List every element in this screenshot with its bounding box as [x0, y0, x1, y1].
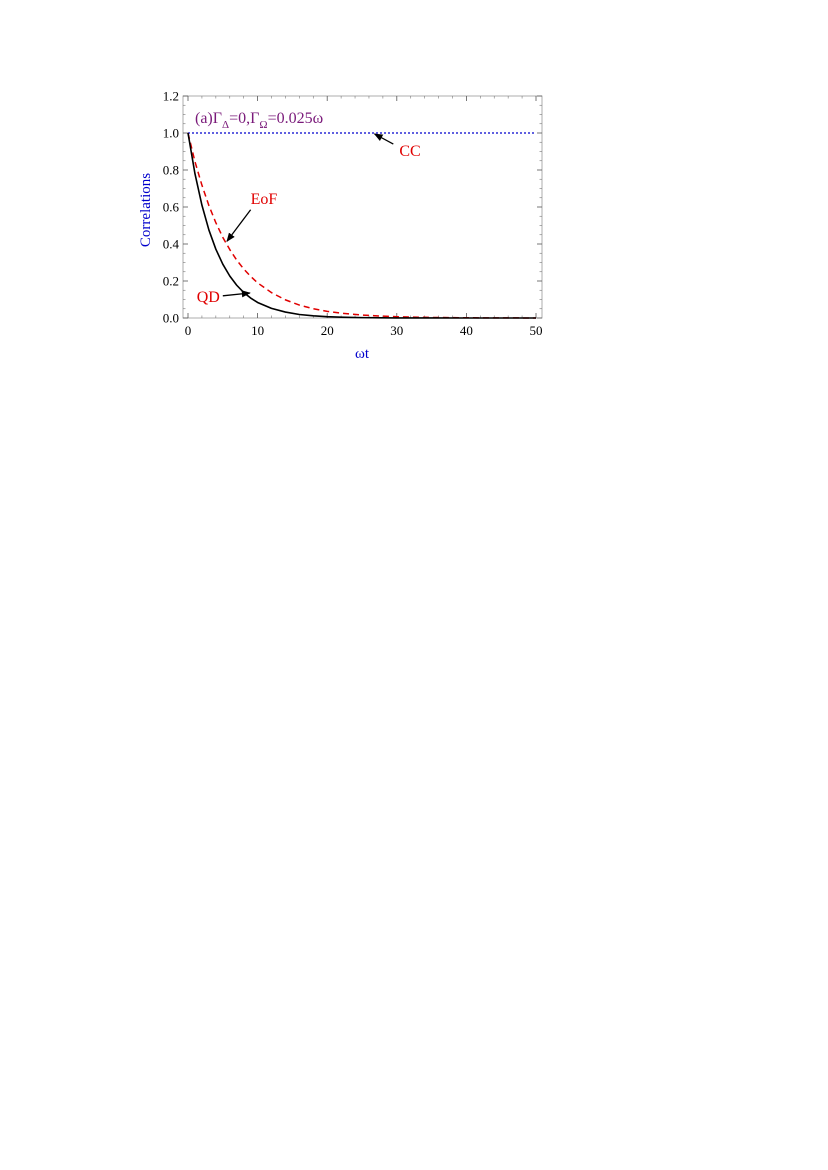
y-tick-label: 1.2	[163, 89, 179, 104]
y-tick-label: 0.2	[163, 274, 179, 289]
y-tick-label: 0.0	[163, 311, 179, 326]
annotation-layer: CC EoF QD	[197, 133, 421, 306]
annotation-label-cc: CC	[399, 143, 420, 160]
x-tick-label: 40	[460, 323, 473, 338]
x-tick-label: 30	[390, 323, 403, 338]
annotation-arrow-eof	[226, 209, 252, 242]
y-tick-label: 1.0	[163, 126, 179, 141]
annotation-arrow-qd	[222, 290, 251, 298]
annotation-label-eof: EoF	[251, 191, 278, 208]
series-qd-line	[187, 132, 536, 319]
series-eof-line	[187, 132, 537, 319]
x-axis-label: ωt	[355, 346, 370, 362]
x-tick-label: 0	[185, 323, 192, 338]
y-tick-label: 0.8	[163, 163, 179, 178]
series-layer	[187, 132, 537, 319]
annotation-arrow-cc	[373, 133, 394, 145]
x-tick-label: 20	[321, 323, 334, 338]
annotation-label-qd: QD	[197, 289, 220, 306]
chart-title: (a)ΓΔ=0,ΓΩ=0.025ω	[195, 110, 323, 131]
x-tick-label: 10	[251, 323, 264, 338]
y-axis-label: Correlations	[138, 173, 154, 247]
y-tick-label: 0.6	[163, 200, 180, 215]
ticks	[183, 95, 542, 319]
y-tick-label: 0.4	[163, 237, 180, 252]
tick-labels: 0 10 20 30 40 50 0.0 0.2 0.4 0.6 0.8 1.0 1.2	[163, 89, 543, 339]
x-tick-label: 50	[530, 323, 543, 338]
